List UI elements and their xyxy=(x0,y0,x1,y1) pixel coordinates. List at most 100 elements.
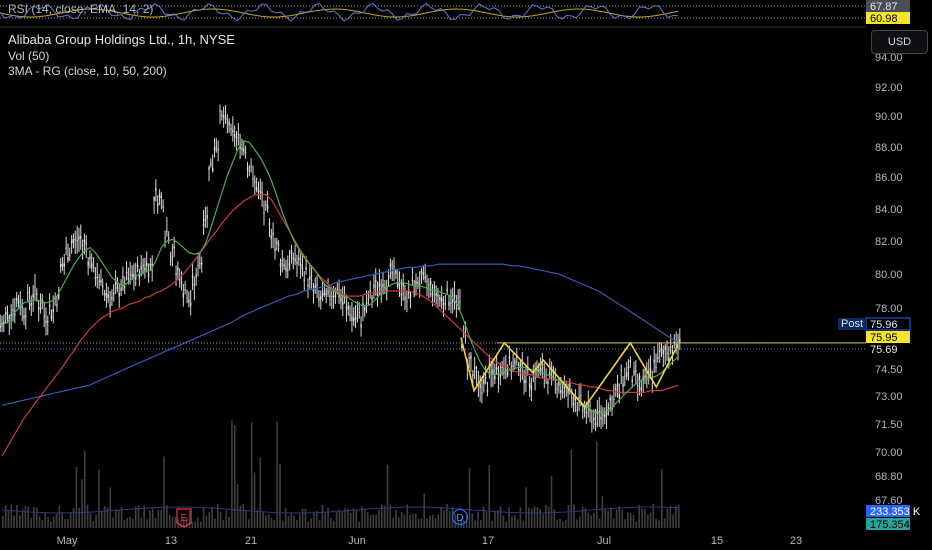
candle-body xyxy=(10,313,12,317)
volume-bar xyxy=(641,508,643,528)
rsi-signal-line xyxy=(0,8,679,18)
volume-bar xyxy=(471,513,474,528)
candle-body xyxy=(263,212,265,214)
volume-bar xyxy=(216,504,219,528)
y-tick-label: 84.00 xyxy=(875,204,903,216)
x-tick-label: 13 xyxy=(165,535,177,547)
candle-body xyxy=(589,410,591,412)
candle-body xyxy=(541,363,544,366)
candle-body xyxy=(668,357,670,362)
volume-bar xyxy=(117,509,120,528)
volume-bar xyxy=(545,504,547,528)
volume-bar xyxy=(559,518,561,528)
volume-bar xyxy=(225,510,228,528)
candle-body xyxy=(135,276,137,280)
candle-body xyxy=(235,136,238,139)
ma-legend[interactable]: 3MA - RG (close, 10, 50, 200) xyxy=(8,64,167,78)
volume-ma-line xyxy=(1,506,679,514)
volume-bar xyxy=(279,463,281,528)
candle-body xyxy=(468,357,470,359)
volume-bar xyxy=(533,506,536,528)
candle-body xyxy=(327,290,329,293)
currency-button[interactable]: USD xyxy=(871,30,928,54)
volume-legend[interactable]: Vol (50) xyxy=(8,49,50,63)
price-axis[interactable]: 94.00 92.00 90.00 88.00 86.00 84.00 82.00 80.00… xyxy=(875,52,903,507)
candle-body xyxy=(210,162,212,166)
volume-bar xyxy=(502,515,505,528)
candle-body xyxy=(94,276,97,279)
candle-body xyxy=(76,239,78,241)
volume-bar xyxy=(284,508,287,528)
candle-body xyxy=(182,293,185,298)
candle-body xyxy=(222,115,225,118)
candle-body xyxy=(406,301,408,303)
candle-body xyxy=(450,302,452,304)
volume-bar xyxy=(448,510,451,528)
candle-body xyxy=(503,371,505,374)
symbol-title[interactable]: Alibaba Group Holdings Ltd., 1h, NYSE xyxy=(8,32,235,47)
volume-bar xyxy=(381,504,383,528)
candle-body xyxy=(283,263,285,267)
candle-body xyxy=(8,315,10,321)
volume-bar xyxy=(84,450,86,528)
volume-bar xyxy=(400,512,403,528)
candle-body xyxy=(14,313,16,316)
candle-body xyxy=(52,309,54,313)
candle-body xyxy=(153,197,155,201)
candle-body xyxy=(677,346,679,348)
volume-bar xyxy=(52,516,55,528)
rsi-legend[interactable]: RSI (14, close, EMA, 14, 2) xyxy=(8,2,154,16)
candle-body xyxy=(659,351,661,353)
volume-bar xyxy=(595,441,598,528)
candle-body xyxy=(609,397,611,401)
candle-body xyxy=(525,379,527,384)
candle-body xyxy=(358,312,360,314)
candle-body xyxy=(96,276,98,278)
candle-body xyxy=(202,224,205,227)
candle-body xyxy=(250,166,252,168)
volume-bar xyxy=(646,514,649,528)
candle-body xyxy=(642,376,644,381)
candle-body xyxy=(255,187,258,191)
candle-body xyxy=(415,281,417,284)
volume-bar xyxy=(106,507,109,528)
candle-body xyxy=(276,241,278,245)
volume-bar xyxy=(406,504,409,528)
candle-body xyxy=(655,366,657,368)
volume-bar xyxy=(553,509,556,528)
candle-body xyxy=(281,259,283,262)
candle-body xyxy=(646,376,648,378)
x-tick-label: 17 xyxy=(482,535,494,547)
volume-bar xyxy=(304,508,307,528)
volume-bar xyxy=(151,508,154,528)
volume-bar xyxy=(33,506,35,528)
candle-body xyxy=(69,254,71,256)
candle-body xyxy=(451,300,454,303)
candle-body xyxy=(30,303,32,307)
candles xyxy=(0,104,681,433)
candle-body xyxy=(446,288,448,292)
candle-body xyxy=(431,293,434,296)
candle-body xyxy=(26,292,29,294)
candle-body xyxy=(342,301,344,305)
candle-body xyxy=(651,378,654,380)
volume-bar xyxy=(621,509,624,528)
rsi-signal-tag-bg xyxy=(866,12,910,24)
candle-body xyxy=(246,167,249,170)
time-axis[interactable]: May 13 21 Jun 17 Jul 15 23 xyxy=(57,535,803,547)
candle-body xyxy=(624,375,626,377)
candle-body xyxy=(420,270,423,274)
candle-body xyxy=(618,393,621,399)
volume-bar xyxy=(375,514,377,528)
y-tick-label: 74.50 xyxy=(875,364,903,376)
candle-body xyxy=(224,117,227,120)
volume-bar xyxy=(516,519,519,528)
candle-body xyxy=(433,285,436,289)
x-tick-label: 21 xyxy=(245,535,257,547)
volume-bar xyxy=(539,509,542,528)
volume-bar xyxy=(44,512,47,528)
candle-body xyxy=(594,423,597,425)
volume-bar xyxy=(550,476,553,528)
